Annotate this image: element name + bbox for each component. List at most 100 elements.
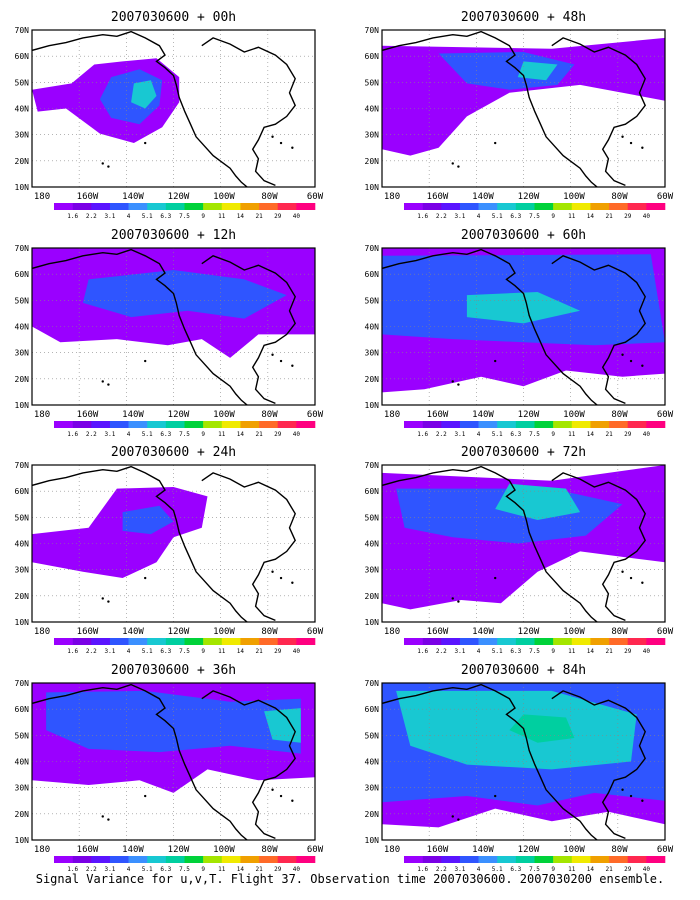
colorbar-label: 5.1 bbox=[142, 213, 153, 220]
colorbar-swatch bbox=[296, 421, 316, 428]
colorbar-label: 29 bbox=[624, 866, 632, 873]
lat-tick-label: 30N bbox=[365, 566, 380, 575]
colorbar-swatch bbox=[571, 203, 591, 210]
island bbox=[629, 359, 633, 363]
colorbar-label: 2.2 bbox=[86, 648, 97, 655]
colorbar-label: 11 bbox=[218, 431, 226, 438]
colorbar-label: 4 bbox=[477, 648, 481, 655]
lon-tick-label: 120W bbox=[518, 192, 540, 202]
colorbar-label: 3.1 bbox=[105, 648, 116, 655]
colorbar-label: 6.3 bbox=[510, 213, 521, 220]
colorbar-swatch bbox=[109, 638, 129, 645]
colorbar-label: 11 bbox=[218, 866, 226, 873]
coastline bbox=[32, 683, 248, 840]
colorbar-swatch bbox=[609, 856, 629, 863]
colorbar-swatch bbox=[422, 638, 442, 645]
map-frame bbox=[31, 464, 316, 623]
colorbar-swatch bbox=[515, 203, 535, 210]
colorbar-label: 2.2 bbox=[436, 648, 447, 655]
colorbar-label: 6.3 bbox=[510, 648, 521, 655]
colorbar-swatch bbox=[497, 638, 517, 645]
colorbar-label: 21 bbox=[255, 431, 263, 438]
colorbar-swatch bbox=[296, 203, 316, 210]
island bbox=[291, 364, 294, 367]
island bbox=[457, 165, 460, 168]
colorbar-label: 21 bbox=[605, 213, 613, 220]
coastline bbox=[551, 690, 647, 840]
lat-tick-label: 60N bbox=[365, 52, 380, 61]
variance-contour bbox=[264, 708, 301, 743]
lon-tick-label: 80W bbox=[261, 192, 278, 202]
lon-tick-label: 100W bbox=[213, 410, 235, 420]
lon-tick-label: 80W bbox=[261, 410, 278, 420]
colorbar-label: 29 bbox=[624, 213, 632, 220]
colorbar-swatch bbox=[296, 856, 316, 863]
lat-tick-label: 50N bbox=[15, 731, 30, 740]
lat-tick-label: 40N bbox=[365, 323, 380, 332]
lon-tick-label: 100W bbox=[213, 627, 235, 637]
colorbar-swatch bbox=[240, 856, 260, 863]
colorbar-label: 3.1 bbox=[455, 431, 466, 438]
colorbar-label: 40 bbox=[293, 648, 301, 655]
island bbox=[101, 162, 104, 165]
coastline bbox=[201, 472, 297, 622]
island bbox=[144, 576, 147, 580]
lon-tick-label: 120W bbox=[518, 627, 540, 637]
colorbar-swatch bbox=[91, 856, 111, 863]
colorbar-label: 5.1 bbox=[492, 213, 503, 220]
colorbar-label: 6.3 bbox=[160, 866, 171, 873]
colorbar-label: 5.1 bbox=[492, 431, 503, 438]
island bbox=[271, 570, 274, 573]
lat-tick-label: 20N bbox=[15, 810, 30, 819]
colorbar-swatch bbox=[571, 421, 591, 428]
lat-tick-label: 10N bbox=[15, 836, 30, 845]
colorbar-label: 9 bbox=[551, 648, 555, 655]
colorbar-label: 21 bbox=[605, 431, 613, 438]
colorbar-swatch bbox=[165, 856, 185, 863]
map-panel: 2007030600 + 36h 10N 20N 30N 40N 50N 60N 70N 180… bbox=[15, 663, 324, 873]
colorbar-swatch bbox=[404, 638, 423, 645]
lat-tick-label: 60N bbox=[15, 270, 30, 279]
colorbar-swatch bbox=[459, 421, 479, 428]
colorbar-label: 7.5 bbox=[529, 213, 540, 220]
map-panel: 2007030600 + 48h 10N 20N 30N 40N 50N 60N 70N 180… bbox=[365, 10, 674, 220]
colorbar-swatch bbox=[147, 856, 167, 863]
colorbar-swatch bbox=[646, 856, 666, 863]
colorbar-swatch bbox=[277, 421, 297, 428]
colorbar-label: 9 bbox=[201, 866, 205, 873]
island bbox=[629, 141, 633, 145]
colorbar-label: 11 bbox=[568, 866, 576, 873]
lat-tick-label: 30N bbox=[365, 784, 380, 793]
colorbar-label: 21 bbox=[605, 648, 613, 655]
lon-tick-label: 80W bbox=[261, 627, 278, 637]
colorbar-label: 5.1 bbox=[142, 866, 153, 873]
colorbar-label: 7.5 bbox=[179, 431, 190, 438]
colorbar-swatch bbox=[165, 638, 185, 645]
colorbar-swatch bbox=[147, 203, 167, 210]
colorbar-swatch bbox=[515, 421, 535, 428]
colorbar-swatch bbox=[590, 856, 610, 863]
colorbar-label: 29 bbox=[624, 648, 632, 655]
variance-contour bbox=[495, 483, 581, 520]
lon-tick-label: 60W bbox=[657, 192, 674, 202]
colorbar-swatch bbox=[259, 421, 279, 428]
panel-title: 2007030600 + 84h bbox=[461, 663, 586, 678]
colorbar-label: 5.1 bbox=[142, 648, 153, 655]
island bbox=[107, 165, 110, 168]
colorbar-label: 40 bbox=[643, 431, 651, 438]
colorbar-label: 2.2 bbox=[436, 213, 447, 220]
colorbar-label: 6.3 bbox=[160, 431, 171, 438]
variance-contour bbox=[32, 487, 208, 578]
lon-tick-label: 60W bbox=[307, 845, 324, 855]
lat-tick-label: 60N bbox=[365, 487, 380, 496]
lon-tick-label: 60W bbox=[307, 410, 324, 420]
lat-tick-label: 70N bbox=[15, 461, 30, 470]
colorbar-label: 14 bbox=[587, 431, 595, 438]
map-frame bbox=[381, 29, 666, 188]
island bbox=[279, 359, 283, 363]
island bbox=[291, 146, 294, 149]
coastline bbox=[382, 248, 598, 405]
lat-tick-label: 40N bbox=[15, 105, 30, 114]
colorbar-swatch bbox=[497, 203, 517, 210]
lon-tick-label: 120W bbox=[168, 627, 190, 637]
